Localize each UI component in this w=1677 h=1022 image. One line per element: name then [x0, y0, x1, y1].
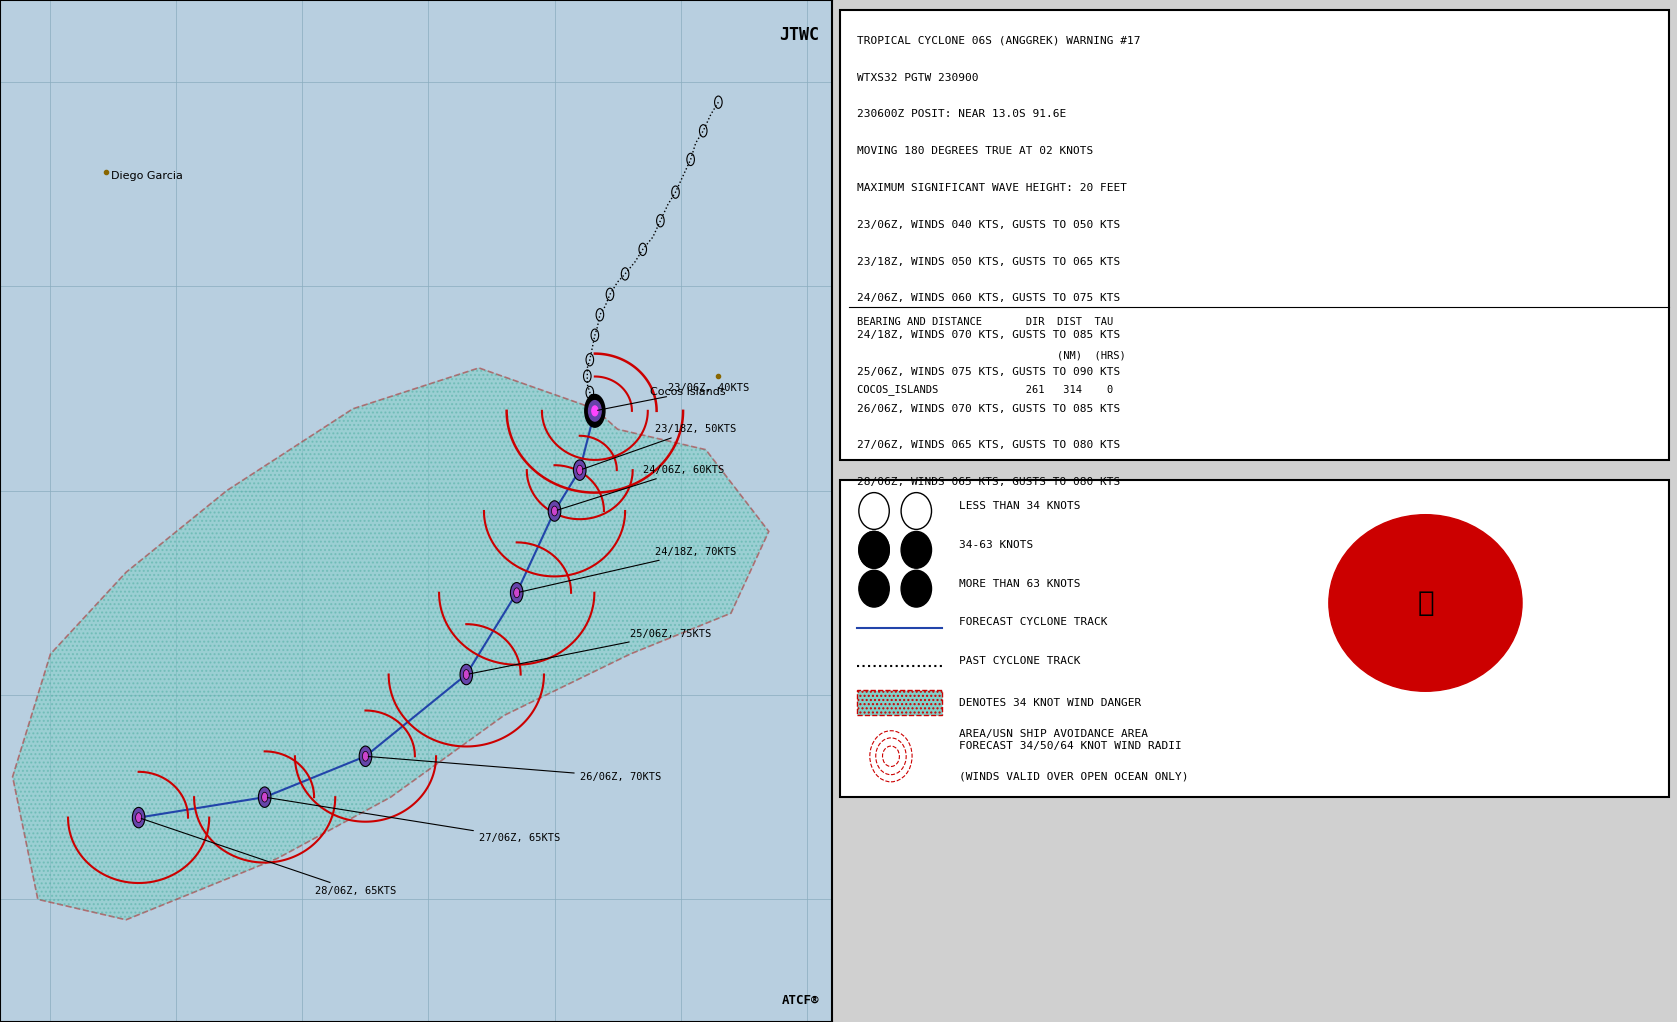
- Text: 23/06Z, 40KTS: 23/06Z, 40KTS: [597, 383, 750, 410]
- Text: 24/18Z, 70KTS: 24/18Z, 70KTS: [520, 547, 736, 592]
- Circle shape: [901, 531, 931, 568]
- Text: Cocos Islands: Cocos Islands: [651, 387, 726, 398]
- Text: 25/06Z, WINDS 075 KTS, GUSTS TO 090 KTS: 25/06Z, WINDS 075 KTS, GUSTS TO 090 KTS: [857, 367, 1120, 377]
- Circle shape: [459, 664, 473, 685]
- FancyBboxPatch shape: [840, 480, 1669, 797]
- Circle shape: [901, 570, 931, 607]
- Circle shape: [574, 460, 585, 480]
- Circle shape: [592, 406, 599, 416]
- Text: 28/06Z, WINDS 065 KTS, GUSTS TO 080 KTS: 28/06Z, WINDS 065 KTS, GUSTS TO 080 KTS: [857, 477, 1120, 487]
- Text: 🌀: 🌀: [1417, 589, 1434, 617]
- Text: WTXS32 PGTW 230900: WTXS32 PGTW 230900: [857, 73, 979, 83]
- Text: FORECAST CYCLONE TRACK: FORECAST CYCLONE TRACK: [959, 617, 1107, 628]
- Text: LESS THAN 34 KNOTS: LESS THAN 34 KNOTS: [959, 501, 1080, 511]
- Circle shape: [548, 501, 560, 521]
- Text: 24/06Z, 60KTS: 24/06Z, 60KTS: [557, 465, 724, 510]
- Circle shape: [262, 792, 268, 802]
- Circle shape: [463, 669, 470, 680]
- Text: AREA/USN SHIP AVOIDANCE AREA: AREA/USN SHIP AVOIDANCE AREA: [959, 729, 1147, 739]
- Circle shape: [592, 406, 599, 416]
- Text: 230600Z POSIT: NEAR 13.0S 91.6E: 230600Z POSIT: NEAR 13.0S 91.6E: [857, 109, 1067, 120]
- Circle shape: [132, 807, 144, 828]
- Text: ATCF®: ATCF®: [781, 993, 820, 1007]
- Text: COCOS_ISLANDS              261   314    0: COCOS_ISLANDS 261 314 0: [857, 384, 1114, 396]
- Text: 26/06Z, WINDS 070 KTS, GUSTS TO 085 KTS: 26/06Z, WINDS 070 KTS, GUSTS TO 085 KTS: [857, 404, 1120, 414]
- Circle shape: [859, 531, 889, 568]
- Text: 26/06Z, 70KTS: 26/06Z, 70KTS: [369, 756, 661, 782]
- Text: 24/06Z, WINDS 060 KTS, GUSTS TO 075 KTS: 24/06Z, WINDS 060 KTS, GUSTS TO 075 KTS: [857, 293, 1120, 304]
- FancyBboxPatch shape: [857, 690, 942, 715]
- Circle shape: [513, 588, 520, 598]
- Circle shape: [136, 812, 141, 823]
- Circle shape: [362, 751, 369, 761]
- Text: 27/06Z, 65KTS: 27/06Z, 65KTS: [267, 797, 560, 843]
- Circle shape: [589, 401, 600, 421]
- Circle shape: [585, 394, 605, 427]
- Circle shape: [1328, 515, 1523, 691]
- Text: MAXIMUM SIGNIFICANT WAVE HEIGHT: 20 FEET: MAXIMUM SIGNIFICANT WAVE HEIGHT: 20 FEET: [857, 183, 1127, 193]
- Circle shape: [359, 746, 372, 766]
- Text: PAST CYCLONE TRACK: PAST CYCLONE TRACK: [959, 656, 1080, 666]
- Polygon shape: [13, 368, 768, 920]
- Text: 24/18Z, WINDS 070 KTS, GUSTS TO 085 KTS: 24/18Z, WINDS 070 KTS, GUSTS TO 085 KTS: [857, 330, 1120, 340]
- Circle shape: [589, 401, 600, 421]
- FancyBboxPatch shape: [840, 10, 1669, 460]
- Text: 23/18Z, 50KTS: 23/18Z, 50KTS: [582, 424, 736, 469]
- Text: MOVING 180 DEGREES TRUE AT 02 KNOTS: MOVING 180 DEGREES TRUE AT 02 KNOTS: [857, 146, 1093, 156]
- Text: DENOTES 34 KNOT WIND DANGER: DENOTES 34 KNOT WIND DANGER: [959, 698, 1140, 708]
- Circle shape: [577, 465, 584, 475]
- Text: (WINDS VALID OVER OPEN OCEAN ONLY): (WINDS VALID OVER OPEN OCEAN ONLY): [959, 772, 1187, 782]
- Circle shape: [510, 583, 523, 603]
- Text: 23/06Z, WINDS 040 KTS, GUSTS TO 050 KTS: 23/06Z, WINDS 040 KTS, GUSTS TO 050 KTS: [857, 220, 1120, 230]
- Text: JTWC: JTWC: [780, 26, 820, 44]
- Circle shape: [258, 787, 272, 807]
- Text: BEARING AND DISTANCE       DIR  DIST  TAU: BEARING AND DISTANCE DIR DIST TAU: [857, 317, 1114, 327]
- Text: 25/06Z, 75KTS: 25/06Z, 75KTS: [470, 629, 711, 673]
- Circle shape: [552, 506, 557, 516]
- Text: 34-63 KNOTS: 34-63 KNOTS: [959, 540, 1033, 550]
- Text: TROPICAL CYCLONE 06S (ANGGREK) WARNING #17: TROPICAL CYCLONE 06S (ANGGREK) WARNING #…: [857, 36, 1140, 46]
- Text: Diego Garcia: Diego Garcia: [111, 171, 183, 181]
- Text: 23/18Z, WINDS 050 KTS, GUSTS TO 065 KTS: 23/18Z, WINDS 050 KTS, GUSTS TO 065 KTS: [857, 257, 1120, 267]
- Text: FORECAST 34/50/64 KNOT WIND RADII: FORECAST 34/50/64 KNOT WIND RADII: [959, 741, 1181, 751]
- Circle shape: [859, 570, 889, 607]
- Text: 27/06Z, WINDS 065 KTS, GUSTS TO 080 KTS: 27/06Z, WINDS 065 KTS, GUSTS TO 080 KTS: [857, 440, 1120, 451]
- Text: MORE THAN 63 KNOTS: MORE THAN 63 KNOTS: [959, 578, 1080, 589]
- Text: (NM)  (HRS): (NM) (HRS): [857, 351, 1125, 361]
- Text: 28/06Z, 65KTS: 28/06Z, 65KTS: [141, 819, 396, 896]
